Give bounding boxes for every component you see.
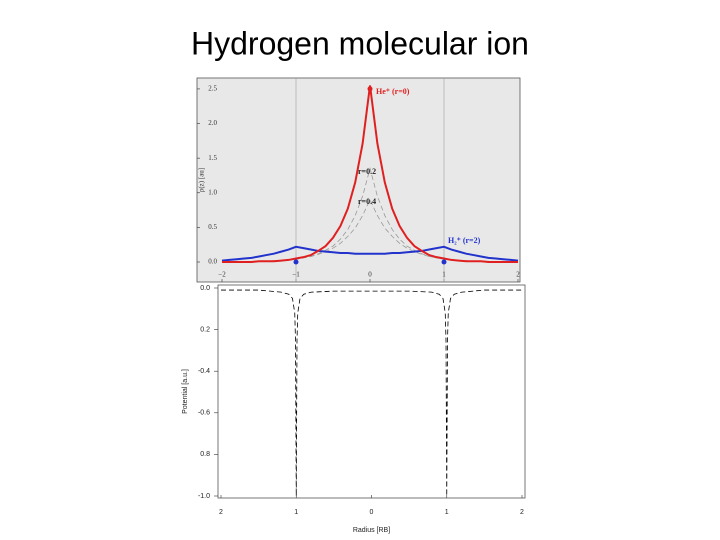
annotation: H₂⁺ (r=2): [448, 236, 481, 245]
x-tick-label: −1: [292, 271, 300, 279]
y-tick-label: 0.5: [208, 223, 217, 231]
y-tick-label: 2.0: [208, 119, 217, 127]
x-tick-label: 1: [442, 271, 446, 279]
series-line: [221, 289, 522, 497]
series-line: [222, 85, 518, 263]
x-tick-label: 1: [294, 509, 298, 516]
y-tick-label: 2.5: [208, 85, 217, 93]
chart: −2 −1 0 1 2 0.0 0.5 1.0 1.5 2.0 2.5 ρ(z) [au] He⁺ (r…: [196, 77, 521, 283]
y-tick-label: -0.6: [198, 410, 210, 417]
x-tick-label: 2: [520, 509, 524, 516]
y-tick-label: 0.0: [200, 285, 210, 292]
x-tick-label: 0: [368, 271, 372, 279]
x-tick-label: 2: [516, 271, 520, 279]
y-tick-label: 0.2: [200, 326, 210, 333]
y-tick-label: 1.5: [208, 154, 217, 162]
y-axis-label: Potential [a.u.]: [182, 369, 189, 414]
point: [367, 86, 373, 92]
plot-background: [196, 77, 521, 283]
series-line: [221, 245, 519, 262]
y-tick-label: -0.4: [198, 368, 210, 375]
slide-title: Hydrogen molecular ion: [191, 25, 529, 61]
x-tick-label: 2: [219, 509, 223, 516]
y-tick-label: 1.0: [208, 188, 217, 196]
point: [441, 259, 447, 265]
x-tick-label: 0: [370, 509, 374, 516]
y-tick-label: 0.8: [200, 451, 210, 458]
y-tick-label: 0.0: [208, 258, 217, 266]
annotation: r=0.2: [358, 167, 376, 176]
y-tick-label: -1.0: [198, 493, 210, 500]
x-axis-label: Radius [RB]: [353, 527, 390, 534]
annotation: r=0.4: [358, 197, 376, 206]
y-axis-label: ρ(z) [au]: [198, 168, 206, 192]
chart: 2 1 0 1 2 0.0 0.2 -0.4 -0.6 0.8 -1.0 Potential [a.u…: [182, 284, 526, 534]
point: [293, 259, 299, 265]
x-tick-label: −2: [218, 271, 226, 279]
x-tick-label: 1: [445, 509, 449, 516]
plot-background: [217, 284, 526, 499]
annotation: He⁺ (r=0): [376, 87, 410, 96]
